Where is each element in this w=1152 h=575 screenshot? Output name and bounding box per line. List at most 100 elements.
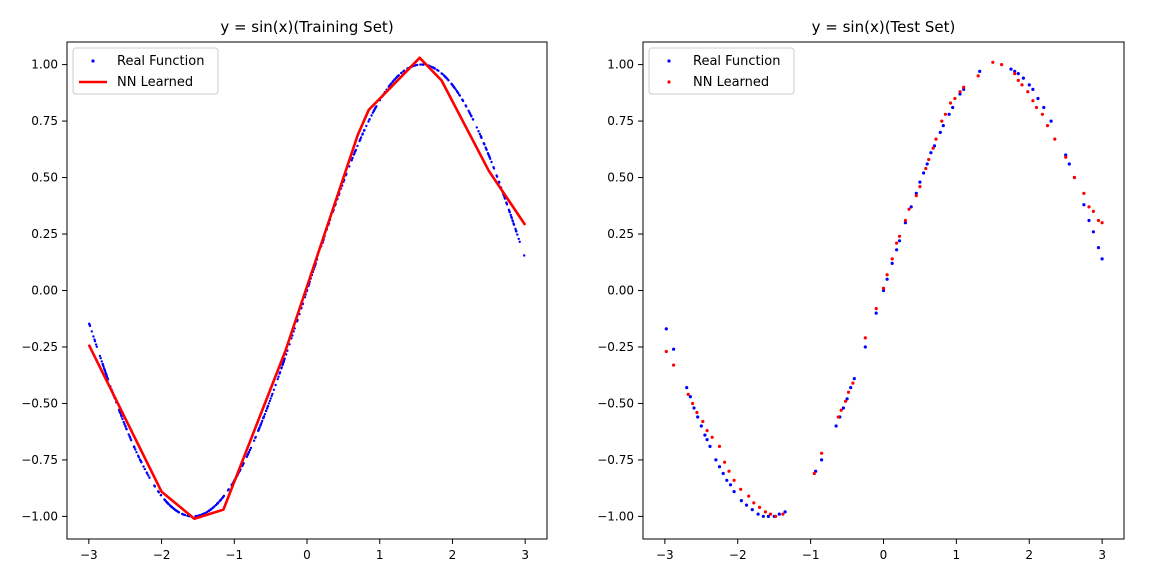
data-point [705,429,709,433]
data-point [103,368,106,371]
data-point [390,82,393,85]
data-point [492,167,496,170]
data-point [176,510,179,513]
data-point [281,362,285,366]
data-point [507,208,511,211]
data-point [924,166,928,171]
data-point [1013,69,1017,73]
data-point [885,277,889,281]
data-point [774,514,778,519]
data-point [691,401,695,406]
data-point [844,399,848,403]
data-point [978,69,982,73]
data-point [1009,67,1013,71]
data-point [227,488,230,491]
legend-swatch-point [667,80,671,84]
data-point [219,498,223,501]
data-point [918,180,922,184]
series-real-function-points [664,67,1104,519]
data-point [140,460,143,464]
data-point [470,115,473,118]
data-point [101,362,104,366]
y-tick-label: 1.00 [607,58,634,72]
data-point [777,512,781,516]
legend-label: Real Function [117,54,204,69]
data-point [664,327,668,331]
data-point [510,215,513,218]
data-point [98,354,102,358]
data-point [432,66,436,70]
data-point [1000,63,1004,67]
data-point [836,415,840,419]
data-point [1091,230,1095,234]
data-point [475,126,478,129]
data-point [1082,191,1086,195]
data-point [105,374,108,377]
data-point [248,448,252,452]
data-point [516,233,519,236]
y-tick-label: 0.50 [31,171,58,185]
data-point [1100,257,1104,261]
data-point [820,458,824,462]
data-point [207,509,211,512]
data-point [269,397,272,400]
data-point [430,65,433,69]
data-point [1091,209,1095,213]
data-point [881,286,886,290]
data-point [511,219,514,223]
x-tick-label: −3 [656,548,674,562]
data-point [758,505,762,509]
data-point [1040,112,1044,116]
legend-label: Real Function [693,54,780,69]
data-point [90,330,94,333]
data-point [402,70,405,73]
data-point [685,386,689,390]
data-point [265,407,269,410]
data-point [458,94,461,97]
data-point [925,162,929,166]
y-tick-label: 0.50 [607,171,634,185]
data-point [991,60,995,64]
data-point [142,465,145,468]
data-point [268,399,272,403]
data-point [962,85,966,89]
x-tick-label: −3 [80,548,98,562]
data-point [907,207,911,211]
data-point [258,426,261,429]
data-point [246,453,249,457]
data-point [153,485,157,488]
data-point [359,136,363,139]
data-point [1064,153,1068,157]
data-point [263,413,267,416]
data-point [953,96,957,101]
data-point [468,111,471,114]
data-point [1064,155,1068,159]
x-tick-label: −2 [729,548,747,562]
data-point [717,465,722,469]
data-point [147,474,150,477]
data-point [134,448,137,451]
data-point [122,420,125,424]
data-point [165,501,169,504]
legend: Real Function NN Learned [72,47,219,95]
data-point [518,240,521,243]
chart-title: y = sin(x)(Training Set) [220,18,393,36]
data-point [471,118,475,121]
data-point [739,499,744,503]
x-tick-label: 2 [1025,548,1033,562]
y-tick-label: 0.25 [607,227,634,241]
data-point [1082,203,1086,207]
data-point [127,433,130,436]
data-point [820,451,824,455]
data-point [261,419,264,423]
data-point [356,144,359,148]
data-point [170,505,173,509]
data-point [940,119,944,123]
data-point [125,428,128,431]
data-point [903,218,908,223]
data-point [128,435,131,438]
data-point [881,288,886,293]
data-point [495,174,498,177]
x-tick-label: 3 [521,548,529,562]
data-point [696,415,700,419]
